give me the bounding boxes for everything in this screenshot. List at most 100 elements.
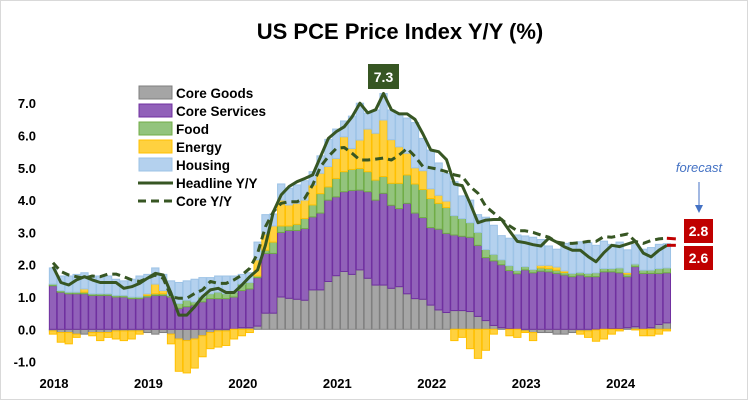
bar-energy-2018-01 [48,330,58,335]
bar-core-goods-2022-02 [434,309,443,330]
bar-core-services-2022-03 [442,232,451,314]
bar-core-goods-2024-06 [654,323,664,330]
bar-core-services-2024-04 [639,272,648,330]
bar-core-services-2018-02 [56,291,66,330]
bar-energy-2022-11 [505,328,514,337]
bar-core-services-2023-05 [552,272,561,330]
bar-housing-2024-06 [654,243,664,270]
bar-core-services-2019-12 [229,296,239,330]
bar-core-services-2021-12 [418,217,428,300]
bar-energy-2024-06 [654,328,664,335]
bar-core-services-2018-01 [48,285,58,330]
y-tick-label: 7.0 [18,96,36,111]
bar-food-2020-02 [245,281,254,290]
bar-core-services-2020-02 [245,288,254,329]
core-forecast-box [684,219,713,243]
bar-energy-2019-09 [206,332,215,350]
bar-core-goods-2019-08 [198,328,207,337]
bar-core-goods-2020-09 [300,299,309,330]
bar-food-2021-04 [355,167,365,191]
bar-core-services-2020-01 [237,290,247,329]
bar-core-services-2021-02 [340,191,349,272]
bar-housing-2019-01 [143,273,152,295]
bar-energy-2021-02 [340,136,349,173]
bar-core-services-2023-02 [528,272,538,330]
bar-housing-2018-05 [80,272,89,290]
bar-core-goods-2019-04 [166,328,176,335]
bar-core-services-2024-03 [631,266,640,328]
bar-housing-2022-04 [450,181,459,217]
bar-food-2021-09 [395,182,404,209]
bar-core-services-2024-01 [615,272,624,330]
bar-housing-2024-05 [646,247,656,271]
bar-core-services-2024-02 [623,276,632,329]
bar-energy-2021-01 [332,157,341,179]
bar-core-services-2018-07 [96,294,105,330]
bar-core-goods-2022-06 [465,311,475,330]
legend-label: Food [176,122,209,137]
bar-energy-2021-03 [347,147,357,170]
bar-core-services-2018-04 [72,293,81,330]
bar-core-services-2023-08 [576,274,585,330]
bar-housing-2020-09 [300,180,309,201]
bar-housing-2019-09 [206,277,215,295]
bar-energy-2019-11 [221,330,231,346]
bar-housing-2023-02 [528,236,538,271]
bar-core-services-2019-10 [214,298,223,330]
bar-housing-2018-07 [96,275,105,295]
bar-core-goods-2021-06 [371,284,380,330]
bar-energy-2022-02 [434,194,443,204]
bar-core-services-2018-08 [103,294,113,330]
bar-food-2022-10 [497,259,506,266]
bar-food-2022-04 [450,215,459,236]
bar-core-goods-2020-05 [269,312,278,330]
bar-core-goods-2019-06 [182,328,191,342]
bar-housing-2022-05 [458,195,467,220]
headline-forecast-box [684,246,713,270]
bar-food-2019-06 [182,299,191,308]
bar-core-services-2019-08 [198,301,207,330]
bar-food-2021-01 [332,177,341,198]
bar-energy-2018-11 [127,330,136,340]
bar-housing-2021-05 [363,112,372,130]
y-tick-label: 3.0 [18,225,36,240]
bar-housing-2023-08 [576,241,585,273]
bar-energy-2019-08 [198,335,207,358]
bar-food-2020-05 [269,241,278,254]
bar-core-services-2021-05 [363,191,372,279]
bar-core-goods-2021-10 [403,293,412,330]
bar-core-services-2018-11 [127,298,136,330]
bar-energy-2018-03 [64,332,73,345]
bar-housing-2023-03 [536,239,546,266]
bar-energy-2019-06 [182,340,191,374]
bar-core-goods-2024-07 [662,322,672,330]
bar-core-services-2021-01 [332,196,341,277]
legend-label: Core Y/Y [176,194,232,209]
bar-food-2022-01 [426,197,435,229]
bar-core-services-2020-04 [261,252,270,314]
bar-energy-2020-02 [245,328,254,334]
bar-housing-2021-01 [332,128,341,159]
y-axis: 7.0 6.0 5.0 4.0 3.0 2.0 1.0 0.0 -1.0 [14,96,36,369]
bar-core-services-2021-07 [379,192,388,286]
bar-core-goods-2021-03 [347,273,357,330]
y-tick-label: 5.0 [18,161,36,176]
bar-core-services-2022-11 [505,270,514,330]
bar-core-services-2023-01 [521,269,530,330]
bar-core-services-2021-08 [387,204,396,289]
bar-housing-2018-08 [103,275,113,295]
bar-energy-2018-04 [72,333,81,338]
bar-core-services-2020-12 [324,199,333,283]
bar-energy-2019-04 [166,333,176,345]
bar-core-goods-2021-05 [363,277,372,330]
bar-core-services-2022-01 [426,227,435,306]
bar-core-services-2019-03 [159,294,168,330]
bar-energy-2022-01 [426,188,435,199]
bar-energy-2018-12 [135,330,144,335]
peak-label: 7.3 [374,69,394,85]
bar-core-goods-2018-04 [72,328,81,335]
bar-food-2022-03 [442,207,451,234]
bar-energy-2020-08 [292,202,302,225]
bar-core-services-2022-10 [497,264,506,329]
bar-energy-2023-09 [584,330,593,338]
